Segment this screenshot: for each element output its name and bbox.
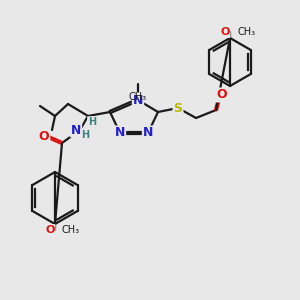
Text: H: H (81, 130, 89, 140)
Text: O: O (39, 130, 49, 142)
Text: S: S (173, 101, 182, 115)
Text: CH₃: CH₃ (129, 92, 147, 102)
Text: O: O (217, 88, 227, 101)
Text: H: H (88, 117, 96, 127)
Text: N: N (143, 127, 153, 140)
Text: CH₃: CH₃ (62, 225, 80, 235)
Text: CH₃: CH₃ (237, 27, 255, 37)
Text: N: N (115, 127, 125, 140)
Text: O: O (220, 27, 230, 37)
Text: N: N (133, 94, 143, 106)
Text: O: O (45, 225, 55, 235)
Text: N: N (71, 124, 81, 136)
